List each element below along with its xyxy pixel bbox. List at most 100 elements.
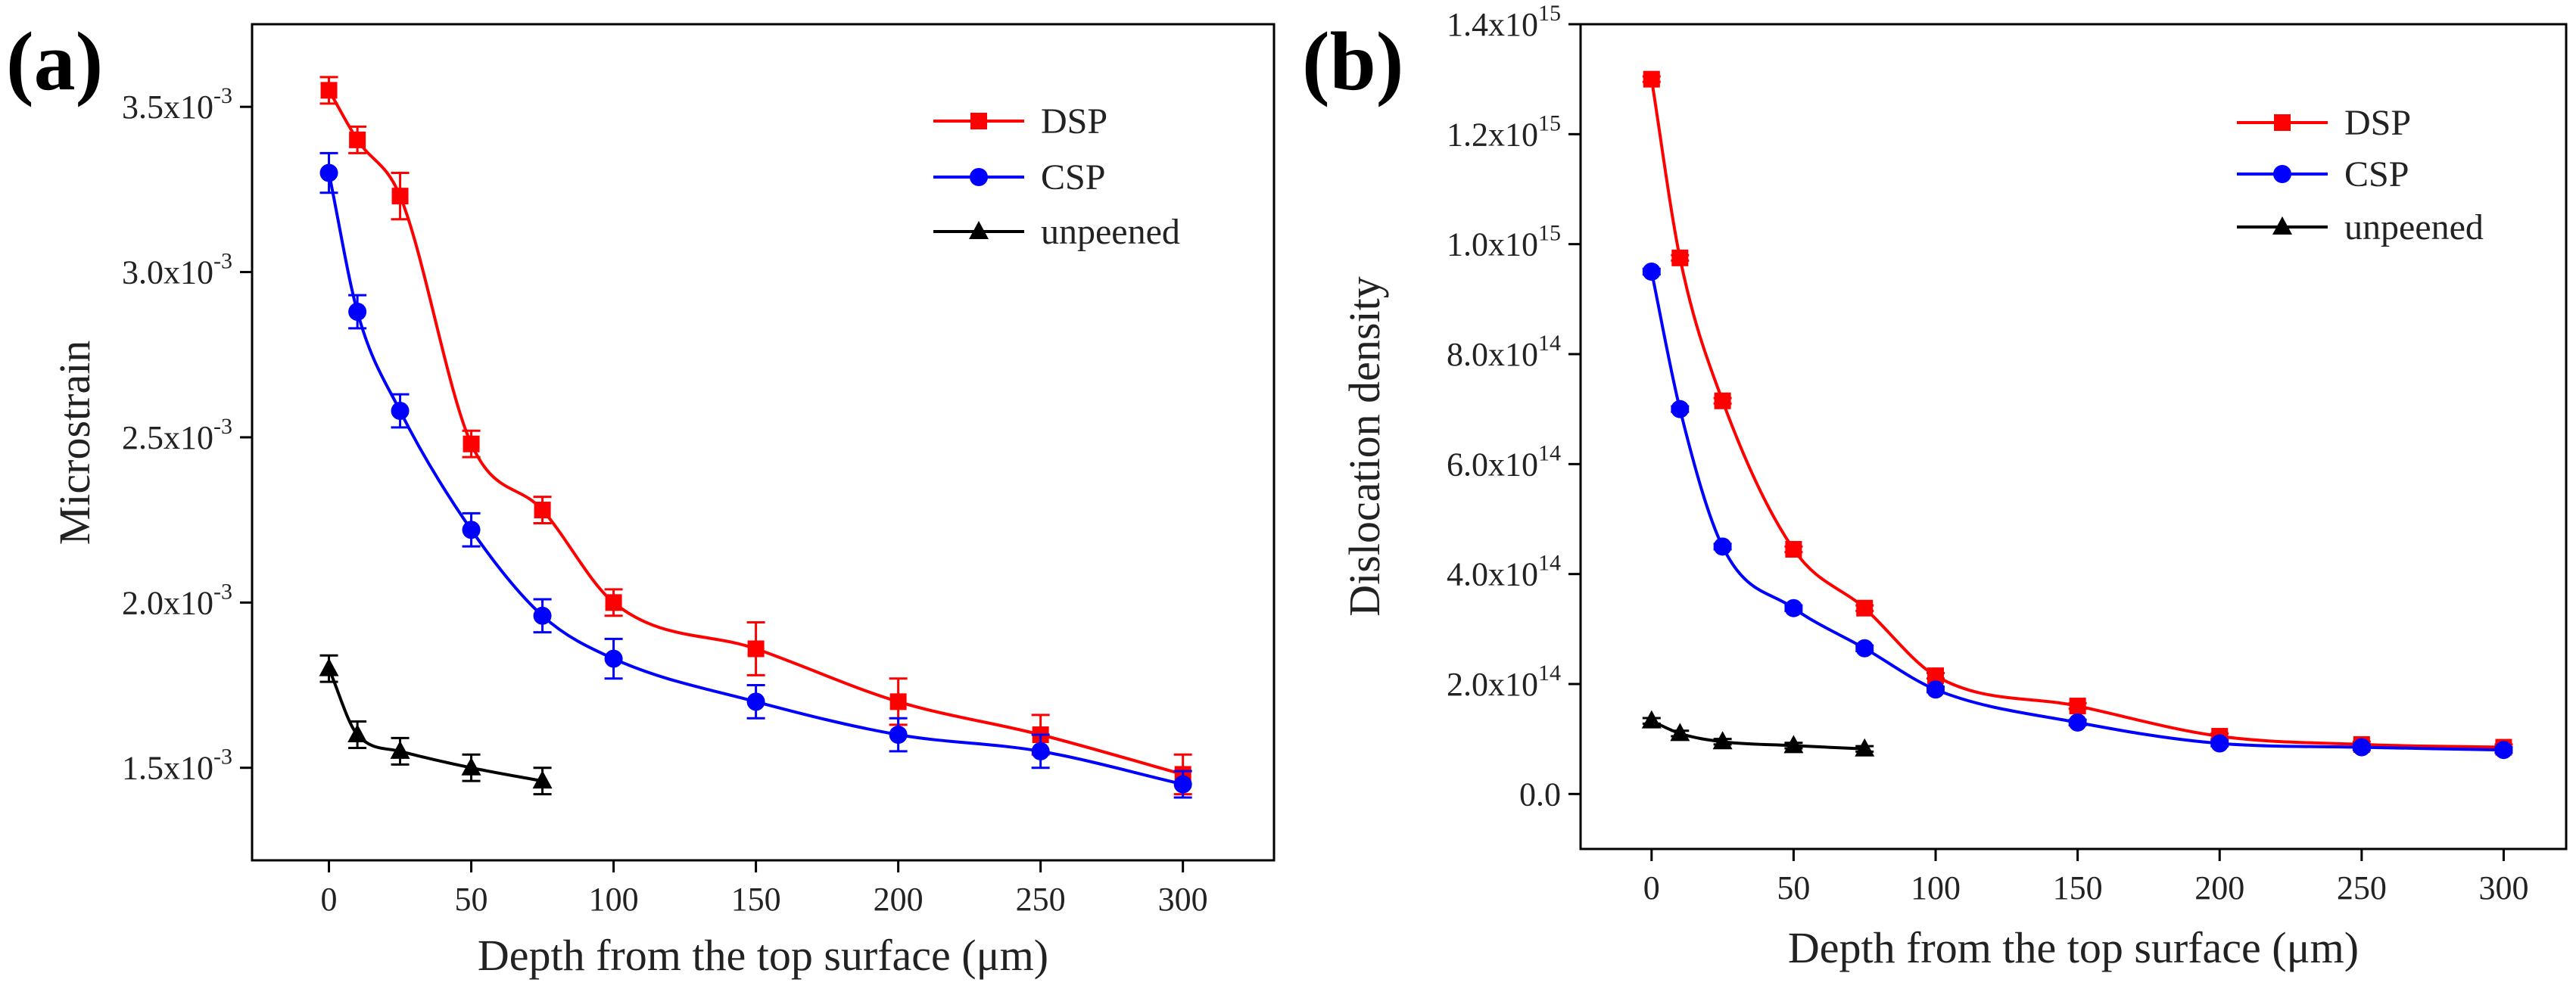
y-tick-label: 0.0 bbox=[1519, 776, 1561, 813]
series-line-dsp bbox=[1649, 79, 2504, 749]
panel-a-y-axis-title: Microstrain bbox=[50, 340, 99, 546]
data-point-csp bbox=[2210, 734, 2229, 753]
y-tick-label: 1.0x1015 bbox=[1447, 221, 1561, 263]
x-tick-label: 250 bbox=[1016, 881, 1066, 918]
data-point-csp bbox=[462, 521, 481, 539]
series-csp bbox=[319, 151, 1192, 799]
data-point-unpeened bbox=[1712, 731, 1733, 750]
data-point-csp bbox=[1642, 263, 1661, 281]
y-tick-label: 6.0x1014 bbox=[1447, 440, 1561, 483]
data-point-csp bbox=[889, 726, 908, 745]
y-tick-label: 1.5x10-3 bbox=[122, 745, 232, 787]
panel-a-plot-frame bbox=[251, 23, 1276, 862]
panel-a-ticks bbox=[240, 105, 1185, 872]
panel-a-series bbox=[319, 76, 1192, 799]
y-tick-label: 3.0x10-3 bbox=[122, 249, 232, 291]
data-point-csp bbox=[348, 302, 367, 321]
legend-symbol-unpeened bbox=[969, 221, 989, 239]
panel-b-x-axis-title: Depth from the top surface (μm) bbox=[1788, 923, 2359, 972]
legend-marker-csp bbox=[2273, 165, 2291, 183]
panel-b-y-tick-labels: 0.0 2.0x1014 4.0x1014 6.0x1014 8.0x1014 1.0x1… bbox=[1447, 1, 1561, 813]
y-tick-label: 2.0x10-3 bbox=[122, 579, 232, 621]
series-unpeened bbox=[319, 654, 553, 796]
data-point-dsp bbox=[534, 502, 551, 519]
panel-b-ticks bbox=[1568, 23, 2505, 861]
panel-b-x-tick-labels: 0 50 100 150 200 250 300 bbox=[1643, 869, 2529, 906]
panel-b-series bbox=[1641, 70, 2513, 760]
x-tick-label: 0 bbox=[321, 881, 338, 918]
series-csp bbox=[1642, 263, 2513, 760]
data-point-csp bbox=[1784, 599, 1803, 617]
data-point-dsp bbox=[349, 131, 366, 148]
panel-b: (b) 0 50 100 150 200 250 300 0.0 2.0x1014 4.0x10… bbox=[1302, 1, 2568, 972]
y-tick-label: 1.4x1015 bbox=[1447, 1, 1561, 43]
x-tick-label: 200 bbox=[2194, 869, 2244, 906]
data-point-dsp bbox=[1671, 249, 1689, 266]
data-point-dsp bbox=[1785, 540, 1802, 558]
data-point-csp bbox=[1855, 639, 1874, 658]
y-tick-label: 1.2x1015 bbox=[1447, 110, 1561, 153]
x-tick-label: 50 bbox=[1777, 869, 1810, 906]
legend-label-dsp: DSP bbox=[2344, 103, 2411, 143]
legend-marker-unpeened bbox=[2272, 216, 2292, 235]
data-point-unpeened bbox=[1641, 710, 1662, 729]
data-point-dsp bbox=[1927, 667, 1945, 685]
panel-a-label: (a) bbox=[6, 15, 103, 107]
data-point-csp bbox=[1031, 742, 1050, 760]
x-tick-label: 100 bbox=[589, 881, 639, 918]
y-tick-label: 8.0x1014 bbox=[1447, 331, 1561, 373]
x-tick-label: 200 bbox=[874, 881, 924, 918]
legend-label-unpeened: unpeened bbox=[2344, 207, 2484, 247]
data-point-dsp bbox=[889, 693, 907, 710]
legend-label-csp: CSP bbox=[2344, 154, 2409, 194]
panel-a-legend: DSP CSP unpeened bbox=[933, 101, 1180, 252]
data-point-csp bbox=[604, 649, 623, 668]
data-point-dsp bbox=[1643, 70, 1660, 88]
panel-b-label: (b) bbox=[1302, 15, 1403, 107]
legend-symbol-csp bbox=[2273, 165, 2291, 183]
legend-symbol-dsp bbox=[2274, 114, 2291, 131]
x-tick-label: 300 bbox=[1158, 881, 1208, 918]
y-tick-label: 2.0x1014 bbox=[1447, 661, 1561, 703]
data-point-unpeened bbox=[1783, 735, 1804, 754]
data-point-dsp bbox=[463, 435, 480, 452]
x-tick-label: 50 bbox=[455, 881, 488, 918]
data-point-unpeened bbox=[461, 757, 481, 776]
x-tick-label: 0 bbox=[1643, 869, 1660, 906]
data-point-csp bbox=[1671, 400, 1690, 418]
panel-b-plot-frame bbox=[1579, 23, 2568, 850]
data-point-dsp bbox=[391, 188, 409, 205]
data-point-unpeened bbox=[347, 724, 368, 743]
series-line-csp bbox=[1649, 271, 2504, 752]
x-tick-label: 250 bbox=[2337, 869, 2387, 906]
y-tick-label: 4.0x1014 bbox=[1447, 551, 1561, 593]
legend-label-dsp: DSP bbox=[1041, 101, 1107, 141]
series-unpeened bbox=[1641, 710, 1875, 757]
panel-a: (a) 0 50 100 150 200 250 300 1.5x10-3 2.0x10-3 2… bbox=[6, 15, 1276, 980]
data-point-csp bbox=[319, 163, 338, 182]
legend-symbol-dsp bbox=[970, 113, 987, 129]
data-point-csp bbox=[746, 692, 765, 711]
data-point-csp bbox=[1713, 537, 1732, 556]
data-point-unpeened bbox=[1670, 723, 1690, 742]
panel-a-x-tick-labels: 0 50 100 150 200 250 300 bbox=[321, 881, 1208, 918]
data-point-csp bbox=[2068, 713, 2087, 732]
legend-label-unpeened: unpeened bbox=[1041, 212, 1180, 252]
data-point-csp bbox=[533, 606, 552, 625]
x-tick-label: 300 bbox=[2478, 869, 2528, 906]
panel-a-y-tick-labels: 1.5x10-3 2.0x10-3 2.5x10-3 3.0x10-3 3.5x10-3 bbox=[122, 83, 232, 787]
data-point-csp bbox=[1173, 775, 1192, 794]
data-point-csp bbox=[391, 402, 410, 421]
panel-b-y-axis-title: Dislocation density bbox=[1340, 276, 1389, 616]
data-point-unpeened bbox=[319, 658, 339, 676]
data-point-dsp bbox=[2069, 698, 2086, 715]
legend-marker-dsp bbox=[970, 113, 987, 129]
x-tick-label: 150 bbox=[2053, 869, 2103, 906]
legend-marker-unpeened bbox=[969, 221, 989, 239]
data-point-unpeened bbox=[532, 770, 553, 789]
series-line-csp bbox=[327, 173, 1184, 786]
data-point-unpeened bbox=[390, 740, 410, 759]
data-point-csp bbox=[2494, 741, 2513, 760]
series-line-unpeened bbox=[327, 667, 543, 783]
